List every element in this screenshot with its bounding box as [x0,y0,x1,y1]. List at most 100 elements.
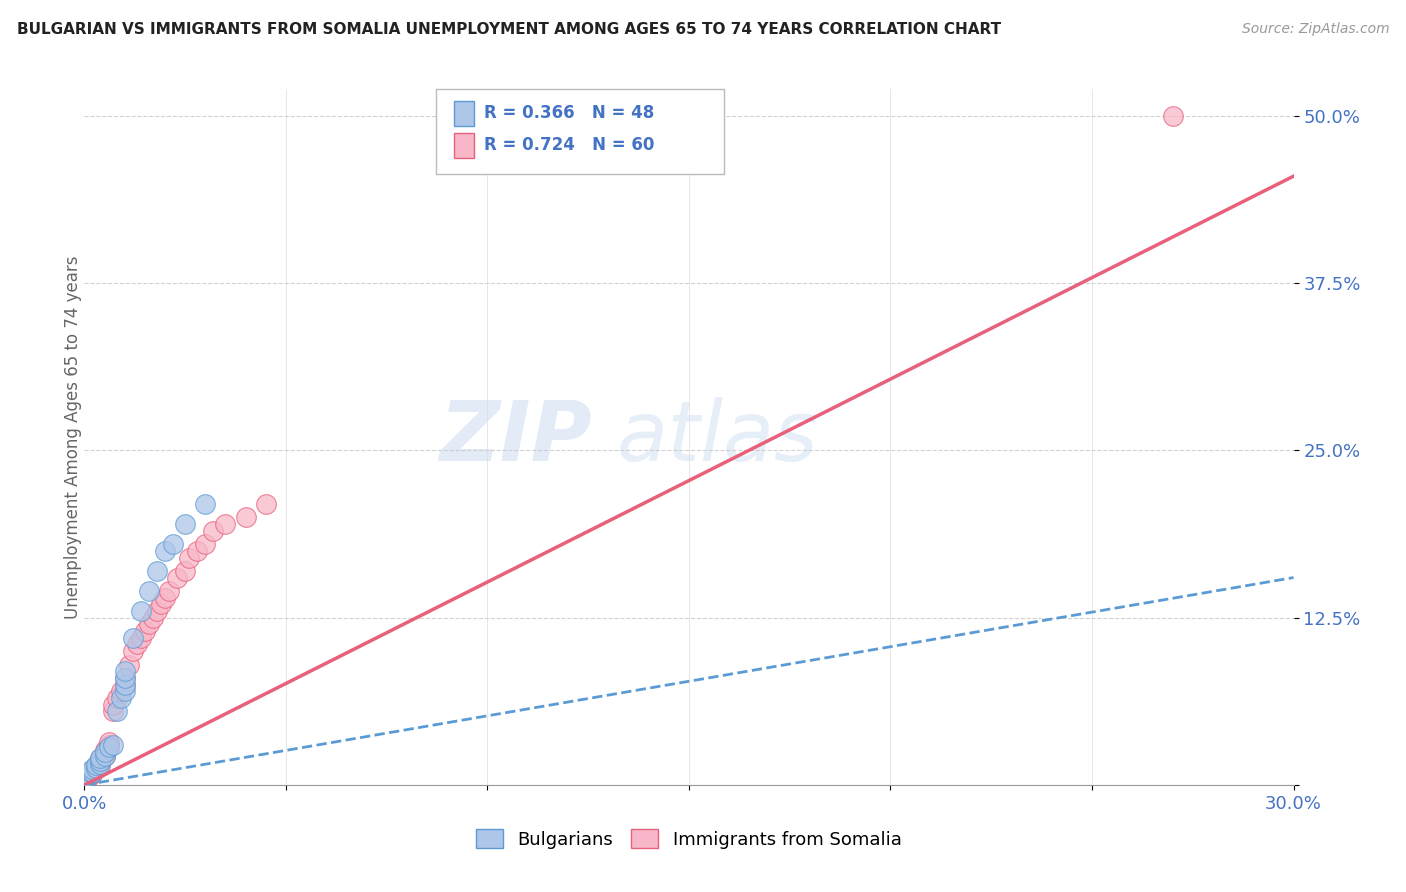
Point [73,775,96,789]
Point [97,735,120,749]
Point [73,778,96,792]
Point [73,776,96,791]
Point [93,748,115,763]
Point [77,767,100,781]
Point [202,524,225,538]
Point [73,774,96,789]
Y-axis label: Unemployment Among Ages 65 to 74 years: Unemployment Among Ages 65 to 74 years [65,255,82,619]
Point [86,762,108,776]
Point [73,775,96,789]
Point [157,584,180,599]
Text: R = 0.724   N = 60: R = 0.724 N = 60 [484,136,654,154]
Point [89,754,111,768]
Point [77,770,100,784]
Point [101,705,124,719]
Point [82,762,104,776]
Point [86,760,108,774]
Point [162,537,184,551]
Point [105,690,128,705]
Point [82,765,104,780]
Point [82,764,104,779]
Point [93,744,115,758]
Point [73,771,96,786]
Point [73,776,96,791]
Point [110,690,132,705]
Point [93,746,115,760]
Point [86,759,108,773]
Point [73,776,96,791]
Point [179,550,201,565]
Point [73,778,96,792]
Point [114,671,136,685]
Point [142,611,165,625]
Point [73,771,96,786]
Point [73,770,96,784]
Point [73,774,96,789]
Point [101,698,124,712]
Point [73,774,96,789]
Point [101,738,124,752]
Point [186,544,208,558]
Point [118,657,141,672]
Point [89,755,111,769]
Point [73,776,96,791]
Point [73,775,96,789]
Point [73,778,96,792]
Point [73,772,96,787]
Point [121,631,143,645]
Point [73,771,96,786]
Point [194,537,217,551]
Point [89,756,111,771]
Point [73,772,96,787]
Point [73,778,96,792]
Point [77,769,100,783]
Point [146,604,169,618]
Point [214,516,236,531]
Text: Source: ZipAtlas.com: Source: ZipAtlas.com [1241,22,1389,37]
Point [73,774,96,789]
Point [89,751,111,765]
Point [73,776,96,791]
Point [235,510,257,524]
Point [77,771,100,786]
Point [254,497,277,511]
Point [73,778,96,792]
Text: BULGARIAN VS IMMIGRANTS FROM SOMALIA UNEMPLOYMENT AMONG AGES 65 TO 74 YEARS CORR: BULGARIAN VS IMMIGRANTS FROM SOMALIA UNE… [17,22,1001,37]
Point [82,764,104,778]
Point [73,775,96,789]
Point [97,740,120,755]
Point [1161,109,1184,123]
Point [73,775,96,789]
Text: R = 0.366   N = 48: R = 0.366 N = 48 [484,104,654,122]
Point [89,751,111,765]
Point [114,678,136,692]
Point [146,564,169,578]
Point [121,644,143,658]
Point [149,598,172,612]
Point [114,684,136,698]
Point [166,571,188,585]
Point [73,772,96,787]
Point [114,664,136,679]
Point [73,776,96,791]
Text: atlas: atlas [616,397,818,477]
Point [114,678,136,692]
Point [194,497,217,511]
Point [138,617,160,632]
Point [138,584,160,599]
Point [153,544,176,558]
Point [114,671,136,685]
Point [89,754,111,768]
Point [129,604,152,618]
Point [73,772,96,787]
Point [134,624,156,639]
Point [77,767,100,781]
Text: ZIP: ZIP [440,397,592,477]
Point [89,758,111,772]
Point [97,738,120,752]
Point [129,631,152,645]
Point [174,564,197,578]
Point [73,778,96,792]
Point [153,591,176,605]
Point [82,765,104,780]
